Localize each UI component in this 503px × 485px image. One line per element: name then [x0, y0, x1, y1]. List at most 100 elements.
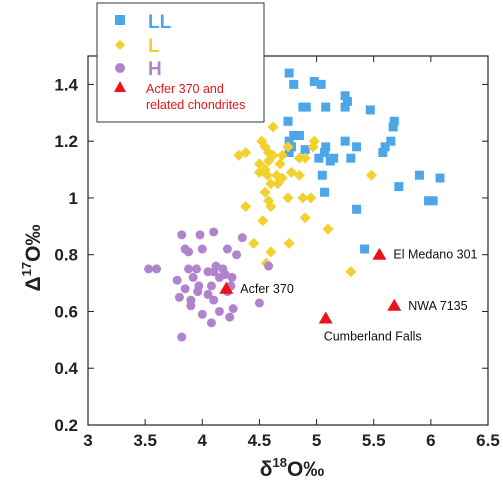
point-h	[192, 264, 202, 274]
point-ll	[386, 136, 396, 146]
point-ll	[346, 153, 356, 163]
point-h	[228, 304, 238, 314]
point-ll	[435, 173, 445, 183]
point-h	[214, 306, 224, 316]
point-ll	[309, 77, 319, 87]
y-axis-text: O‰	[22, 225, 45, 262]
point-h	[195, 230, 205, 240]
annotation-label: NWA 7135	[408, 299, 467, 313]
point-h	[184, 264, 194, 274]
point-l	[297, 192, 309, 204]
point-l	[267, 121, 279, 133]
point-h	[254, 298, 264, 308]
point-h	[172, 275, 182, 285]
point-annotations: Acfer 370 El Medano 301 NWA 7135 Cumberland…	[240, 248, 477, 344]
annotation-label: El Medano 301	[393, 248, 477, 262]
point-ll	[321, 102, 331, 112]
point-ll	[314, 153, 324, 163]
point-ll	[300, 145, 310, 155]
point-ll	[289, 79, 299, 89]
x-tick-label: 4.5	[248, 431, 272, 450]
point-l	[259, 186, 271, 198]
point-h	[197, 309, 207, 319]
x-tick-label: 6.5	[476, 431, 500, 450]
point-h	[225, 312, 235, 322]
x-axis-label: δ18O‰	[260, 455, 325, 481]
point-ll	[284, 68, 294, 78]
point-h	[186, 301, 196, 311]
y-axis-symbol: Δ	[22, 276, 45, 291]
legend-label-l: L	[148, 36, 160, 57]
y-tick-label: 0.8	[54, 246, 78, 265]
point-ll	[320, 148, 330, 158]
point-h	[144, 264, 154, 274]
point-l	[282, 141, 294, 153]
point-ll	[283, 116, 293, 126]
point-h	[177, 332, 187, 342]
point-ll	[340, 91, 350, 101]
point-l	[345, 266, 357, 278]
y-tick-label: 0.4	[54, 359, 78, 378]
legend-label-acfer-line2: related chondrites	[146, 98, 245, 112]
point-l	[274, 158, 286, 170]
point-l	[263, 155, 275, 167]
point-ll	[294, 130, 304, 140]
point-ll	[428, 196, 438, 206]
point-ll	[352, 204, 362, 214]
legend-label-acfer-line1: Acfer 370 and	[146, 82, 224, 96]
point-ll	[289, 130, 299, 140]
y-axis-label: Δ17O‰	[19, 225, 45, 292]
point-ll	[352, 142, 362, 152]
point-ll	[342, 96, 352, 106]
point-l	[307, 141, 319, 153]
point-ll	[329, 153, 339, 163]
point-h	[197, 244, 207, 254]
point-ll	[424, 196, 434, 206]
point-acfer	[318, 311, 333, 324]
point-l	[265, 200, 277, 212]
point-ll	[378, 148, 388, 158]
legend-marker-acfer	[114, 81, 126, 92]
point-h	[152, 264, 162, 274]
legend-label-h: H	[148, 59, 162, 80]
point-h	[206, 281, 216, 291]
point-l	[283, 237, 295, 249]
point-h	[188, 272, 198, 282]
point-l	[293, 169, 305, 181]
point-h	[184, 247, 194, 257]
point-ll	[380, 142, 390, 152]
point-acfer	[387, 298, 402, 311]
point-h	[237, 233, 247, 243]
point-h	[232, 250, 242, 260]
point-l	[322, 223, 334, 235]
point-l	[365, 169, 377, 181]
point-ll	[365, 105, 375, 115]
point-l	[265, 178, 277, 190]
point-ll	[284, 136, 294, 146]
point-ll	[394, 182, 404, 192]
annotation-label: Acfer 370	[240, 282, 294, 296]
point-ll	[316, 79, 326, 89]
point-l	[282, 192, 294, 204]
legend-marker-l	[115, 40, 125, 50]
x-tick-label: 5	[312, 431, 321, 450]
point-ll	[340, 136, 350, 146]
point-ll	[360, 244, 370, 254]
annotation-label: Cumberland Falls	[324, 330, 422, 344]
point-h	[264, 261, 274, 271]
y-tick-label: 1.4	[54, 75, 78, 94]
point-acfer	[219, 281, 234, 294]
point-h	[209, 227, 219, 237]
point-h	[220, 270, 230, 280]
point-l	[299, 212, 311, 224]
point-l	[305, 192, 317, 204]
point-ll	[389, 116, 399, 126]
point-ll	[321, 142, 331, 152]
legend-marker-h	[115, 63, 125, 73]
y-tick-label: 1.2	[54, 132, 78, 151]
point-l	[253, 158, 265, 170]
point-h	[222, 244, 232, 254]
x-tick-label: 6	[426, 431, 435, 450]
x-axis-symbol: δ	[260, 458, 273, 481]
